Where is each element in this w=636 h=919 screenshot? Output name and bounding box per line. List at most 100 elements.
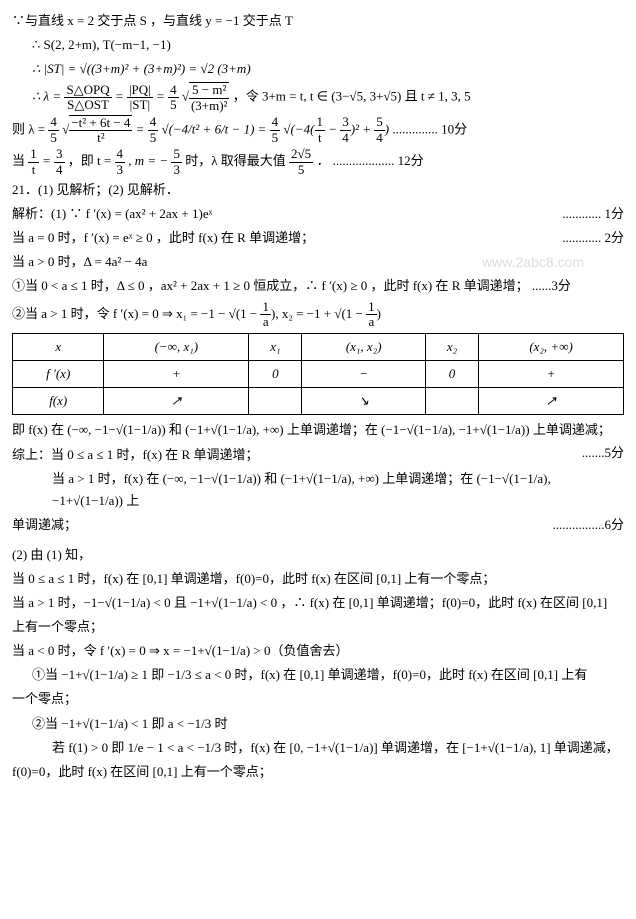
sqrt-wrap: √ <box>182 89 189 104</box>
p2-l1: 当 0 ≤ a ≤ 1 时，f(x) 在 [0,1] 单调递增，f(0)=0，此… <box>12 568 624 590</box>
lambda-pre: ∴ λ = <box>32 89 64 104</box>
s: 2分 <box>604 230 624 245</box>
mid2: 时，λ 取得最大值 <box>185 153 289 168</box>
comma: , m = − <box>128 153 168 168</box>
rad: √ <box>62 121 69 136</box>
n: 3 <box>54 147 65 162</box>
txt: 即 f(x) 在 (−∞, −1−√(1−1/a)) 和 (−1+√(1−1/a… <box>12 422 611 437</box>
th-x: x <box>13 334 104 361</box>
table-row-fprime: f ′(x) + 0 − 0 + <box>13 361 624 388</box>
n: 1 <box>260 300 271 315</box>
monotone-table: x (−∞, x₁) x₁ (x₁, x₂) x₂ (x₂, +∞) f ′(x… <box>12 333 624 415</box>
f2: 34 <box>54 147 65 177</box>
line-st-length: ∴ |ST| = √((3+m)² + (3+m)²) = √2 (3+m) <box>12 58 624 80</box>
eq1: = <box>115 89 127 104</box>
d: 4 <box>340 131 351 145</box>
r1c3: 0 <box>249 361 302 388</box>
after-l3b: 单调递减； ................6分 <box>12 514 624 536</box>
table-row-header: x (−∞, x₁) x₁ (x₁, x₂) x₂ (x₂, +∞) <box>13 334 624 361</box>
after-l2: 综上：当 0 ≤ a ≤ 1 时，f(x) 在 R 单调递增； <box>12 444 624 466</box>
n: 4 <box>115 147 126 162</box>
d: 5 <box>270 131 281 145</box>
r1c2: + <box>104 361 249 388</box>
txt: 当 a = 0 时，f ′(x) = eˣ ≥ 0 ，此时 f(x) 在 R 单… <box>12 230 314 245</box>
sqrt-frac: 5 − m² (3+m)² <box>189 82 230 113</box>
sqrt-frac: −t² + 6t − 4t² <box>69 115 132 146</box>
frac-den: 5 <box>168 98 179 112</box>
p2-l3: 当 a < 0 时，令 f ′(x) = 0 ⇒ x = −1+√(1−1/a)… <box>12 640 624 662</box>
p2-l5: ②当 −1+√(1−1/a) < 1 即 a < −1/3 时 <box>12 713 624 735</box>
line-s-t: ∵与直线 x = 2 交于点 S ，与直线 y = −1 交于点 T <box>12 10 624 32</box>
n: −t² + 6t − 4 <box>69 116 132 131</box>
tailf: 54 <box>374 115 385 145</box>
n: 1 <box>28 147 39 162</box>
n: 2√5 <box>289 147 313 162</box>
line-lambda: ∴ λ = S△OPQ S△OST = |PQ| |ST| = 4 5 √ 5 … <box>12 82 624 113</box>
f3: 45 <box>270 115 281 145</box>
frac-pq-st: |PQ| |ST| <box>127 83 153 113</box>
q21-head: 21．(1) 见解析；(2) 见解析． <box>12 179 624 201</box>
line-lambda-max: 当 1t = 34 ，即 t = 43 , m = − 53 时，λ 取得最大值… <box>12 147 624 177</box>
r1c5: 0 <box>425 361 478 388</box>
q21-p5: ②当 a > 1 时，令 f ′(x) = 0 ⇒ x₁ = −1 − √(1 … <box>12 300 624 330</box>
lambda-tail: ，令 3+m = t, t ∈ (3−√5, 3+√5) 且 t ≠ 1, 3,… <box>233 89 471 104</box>
txt: ①当 0 < a ≤ 1 时，Δ ≤ 0 ，ax² + 2ax + 1 ≥ 0 … <box>12 278 529 293</box>
frac-num: 4 <box>168 83 179 98</box>
d: a <box>366 315 377 329</box>
n: 4 <box>148 115 159 130</box>
q21-p3: 当 a > 0 时，Δ = 4a² − 4a www.2abc8.com <box>12 251 624 273</box>
d: 4 <box>374 131 385 145</box>
th-x2: x₂ <box>425 334 478 361</box>
th-i3: (x₂, +∞) <box>479 334 624 361</box>
eq: = <box>136 121 148 136</box>
r2c5 <box>425 388 478 415</box>
score-2: ............ 2分 <box>562 227 624 249</box>
watermark: www.2abc8.com <box>482 251 584 275</box>
q21-p1: 解析：(1) ∵ f ′(x) = (ax² + 2ax + 1)eˣ ....… <box>12 203 624 225</box>
frac-num: 5 − m² <box>189 83 230 98</box>
s: 3分 <box>551 278 571 293</box>
mid: √(−4/t² + 6/t − 1) = <box>161 121 269 136</box>
r2c4: ↘ <box>302 388 425 415</box>
r2c3 <box>249 388 302 415</box>
th-i1: (−∞, x₁) <box>104 334 249 361</box>
d: 3 <box>171 163 182 177</box>
f2: 45 <box>148 115 159 145</box>
frac-num: |PQ| <box>127 83 153 98</box>
inner2: 34 <box>340 115 351 145</box>
p2-l2b: 上有一个零点； <box>12 616 624 638</box>
score-10: .............. 10分 <box>392 121 467 136</box>
r1c6: + <box>479 361 624 388</box>
f1: 1t <box>28 147 39 177</box>
f1: 45 <box>48 115 59 145</box>
txt: 解析：(1) ∵ f ′(x) = (ax² + 2ax + 1)eˣ <box>12 206 212 221</box>
pre: ②当 a > 1 时，令 f ′(x) = 0 ⇒ x₁ = −1 − √(1 … <box>12 305 260 320</box>
p2-l6: 若 f(1) > 0 即 1/e − 1 < a < −1/3 时，f(x) 在… <box>12 737 624 759</box>
r2c6: ↗ <box>479 388 624 415</box>
frac-45: 4 5 <box>168 83 179 113</box>
txt: 单调递减； <box>12 517 77 532</box>
score-6: ................6分 <box>552 514 624 536</box>
after-l1: 即 f(x) 在 (−∞, −1−√(1−1/a)) 和 (−1+√(1−1/a… <box>12 419 624 441</box>
txt: 当 a > 0 时，Δ = 4a² − 4a <box>12 254 147 269</box>
s: 5分 <box>604 445 624 460</box>
frac-den: |ST| <box>127 98 153 112</box>
p2-l4: ①当 −1+√(1−1/a) ≥ 1 即 −1/3 ≤ a < 0 时，f(x)… <box>12 664 624 686</box>
s: 6分 <box>604 517 624 532</box>
close: )² + <box>351 121 375 136</box>
n: 4 <box>48 115 59 130</box>
inner1: 1t <box>315 115 326 145</box>
q21-p4: ①当 0 < a ≤ 1 时，Δ ≤ 0 ，ax² + 2ax + 1 ≥ 0 … <box>12 275 624 297</box>
n: 5 <box>171 147 182 162</box>
tail: ) <box>377 305 381 320</box>
score-3: ......3分 <box>532 278 571 293</box>
rad2: √(−4( <box>283 121 314 136</box>
n: 3 <box>340 115 351 130</box>
d: 5 <box>289 163 313 177</box>
n: 1 <box>315 115 326 130</box>
d: 4 <box>54 163 65 177</box>
r2c2: ↗ <box>104 388 249 415</box>
minus: − <box>325 121 340 136</box>
r2c1: f(x) <box>13 388 104 415</box>
n: 4 <box>270 115 281 130</box>
